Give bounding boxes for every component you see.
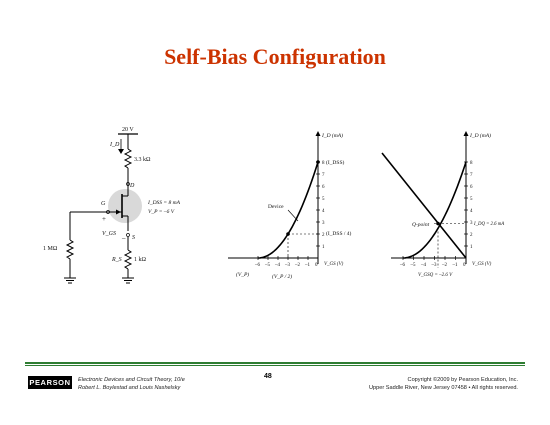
- g1-xtick-label: –6: [254, 263, 261, 268]
- g1-ytick-label: 1: [322, 245, 325, 250]
- footer-rule-thin: [25, 365, 525, 366]
- vgs-label: V_GS: [102, 231, 116, 237]
- g1-device-label: Device: [268, 204, 284, 210]
- footer-book-title: Electronic Devices and Circuit Theory, 1…: [78, 377, 185, 383]
- supply-label: 20 V: [122, 127, 134, 133]
- vp-spec: V_P = –6 V: [148, 209, 175, 215]
- gate-label: G: [101, 201, 106, 207]
- g2-ytick-label: 1: [470, 245, 473, 250]
- page-number: 48: [264, 373, 272, 380]
- source-node: [126, 233, 130, 237]
- g2-ytick-label: 2: [470, 233, 473, 238]
- pearson-logo: PEARSON: [28, 376, 72, 389]
- g2-qpoint-label: Q-point: [412, 222, 430, 228]
- g1-ytick-label: 2: [322, 233, 325, 238]
- gate-node: [106, 210, 110, 214]
- g2-bias-line: [381, 152, 467, 259]
- g2-y-arrow-icon: [463, 131, 469, 136]
- g2-xtick-label: –6: [399, 263, 406, 268]
- minus-label: –: [121, 234, 126, 242]
- g1-ytick-label: 6: [322, 185, 325, 190]
- circuit-diagram: 20 V I_D 3.3 kΩ D G + V_GS: [43, 127, 181, 284]
- plus-label: +: [102, 215, 106, 223]
- g1-xtick-label: 0: [315, 263, 318, 268]
- g2-ytick-label: 3: [470, 221, 473, 226]
- footer-address: Upper Saddle River, New Jersey 07458 • A…: [368, 385, 518, 391]
- drain-label: D: [129, 183, 135, 189]
- g1-xtick-label: –1: [304, 263, 311, 268]
- jfet-body: [108, 189, 142, 223]
- g2-xtick-label: 0: [463, 263, 466, 268]
- graph-transfer-curve: I_D (mA) V_GS (V) 1 2 3 4 5 6 7 8 –6 –5 –4 –3 –2 –1 0…: [228, 131, 352, 280]
- g1-idss-label: (I_DSS): [326, 159, 345, 166]
- g1-ytick-label: 7: [322, 173, 325, 178]
- g1-ylabel: I_D (mA): [321, 132, 343, 139]
- g1-device-pointer: [287, 209, 299, 222]
- g2-xtick-label: –3: [431, 263, 438, 268]
- id-arrow-icon: [118, 149, 124, 154]
- g1-ytick-label: 8: [322, 161, 325, 166]
- g1-halfvp-label: (V_P / 2): [272, 273, 292, 280]
- g2-transfer-curve: [402, 161, 467, 259]
- g2-ylabel: I_D (mA): [469, 132, 491, 139]
- g1-quarter-point: [286, 232, 290, 236]
- g2-vgsq-label: V_GSQ = –2.6 V: [418, 273, 453, 278]
- figure-panel: 20 V I_D 3.3 kΩ D G + V_GS: [36, 118, 526, 294]
- rg-label: 1 MΩ: [43, 246, 58, 252]
- gate-arrow-icon: [116, 209, 121, 215]
- g1-xtick-label: –3: [284, 263, 291, 268]
- g2-xtick-label: –1: [452, 263, 459, 268]
- g1-y-arrow-icon: [315, 131, 321, 136]
- idss-spec: I_DSS = 8 mA: [147, 200, 181, 206]
- source-label: S: [132, 235, 135, 241]
- g1-ytick-label: 5: [322, 197, 325, 202]
- footer-rule: [25, 362, 525, 364]
- rs-resistor: [123, 249, 133, 270]
- g2-xtick-label: –5: [410, 263, 417, 268]
- g1-xtick-label: –2: [294, 263, 301, 268]
- drain-node: [126, 182, 130, 186]
- rg-resistor: [65, 239, 75, 260]
- rd-resistor: [123, 148, 133, 169]
- footer-book-info: Electronic Devices and Circuit Theory, 1…: [78, 376, 185, 392]
- g2-ytick-label: 6: [470, 185, 473, 190]
- g2-ytick-label: 5: [470, 197, 473, 202]
- g1-xtick-label: –5: [264, 263, 271, 268]
- g1-quarter-label: (I_DSS / 4): [326, 230, 352, 237]
- g2-ytick-label: 4: [470, 209, 473, 214]
- rs-name-label: R_S: [111, 257, 122, 263]
- g2-idq-label: I_DQ = 2.6 mA: [473, 222, 504, 227]
- g2-ytick-label: 7: [470, 173, 473, 178]
- rd-label: 3.3 kΩ: [134, 157, 151, 163]
- slide-title: Self-Bias Configuration: [164, 44, 386, 69]
- footer-authors: Robert L. Boylestad and Louis Nashelsky: [78, 385, 181, 391]
- footer-copyright: Copyright ©2009 by Pearson Education, In…: [407, 377, 518, 383]
- g2-xtick-label: –2: [441, 263, 448, 268]
- graph-q-point: I_D (mA) V_GS (V) 1 2 3 4 5 6 7 8 –6 –5 –4 –3 –2 –1 0…: [381, 131, 504, 278]
- g1-ytick-label: 3: [322, 221, 325, 226]
- g1-vp-label: (V_P): [236, 271, 249, 278]
- g1-idss-point: [316, 160, 320, 164]
- footer-copyright-info: Copyright ©2009 by Pearson Education, In…: [320, 376, 518, 392]
- g2-ytick-label: 8: [470, 161, 473, 166]
- rs-label: 1 kΩ: [134, 257, 147, 263]
- g2-xtick-label: –4: [420, 263, 427, 268]
- id-label: I_D: [109, 142, 120, 148]
- figure-svg: 20 V I_D 3.3 kΩ D G + V_GS: [43, 127, 504, 284]
- g2-xlabel: V_GS (V): [472, 262, 492, 267]
- g2-q-point: [436, 221, 440, 226]
- g1-xtick-label: –4: [274, 263, 281, 268]
- g1-ytick-label: 4: [322, 209, 325, 214]
- g1-xlabel: V_GS (V): [324, 262, 344, 267]
